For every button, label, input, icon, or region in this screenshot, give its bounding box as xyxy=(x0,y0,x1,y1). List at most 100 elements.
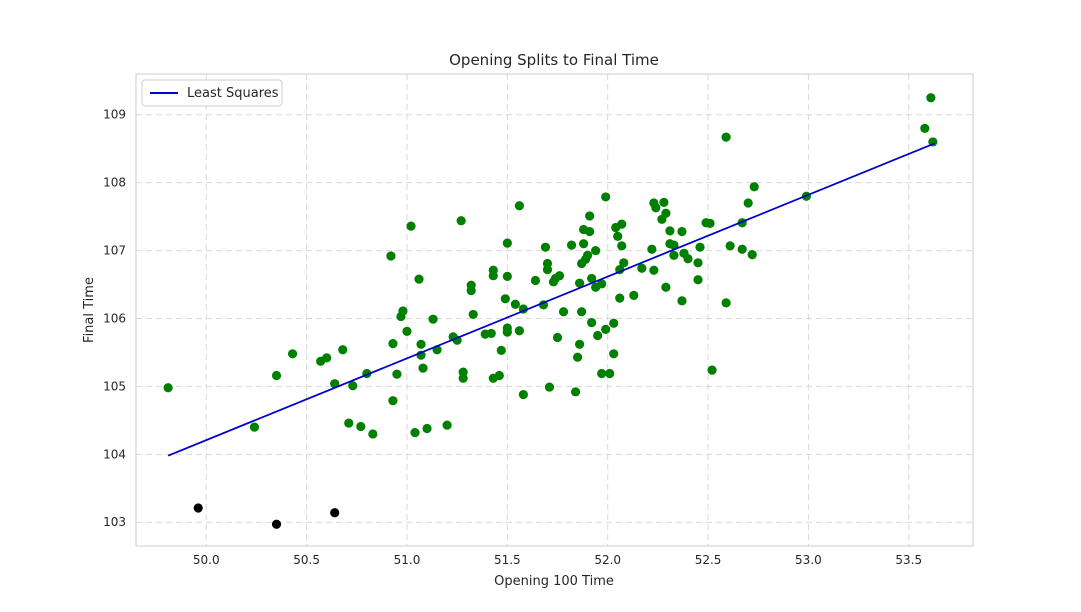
data-point xyxy=(574,278,585,288)
data-point xyxy=(410,427,420,438)
data-point xyxy=(651,203,661,213)
data-point xyxy=(743,198,753,208)
data-point xyxy=(605,368,615,379)
outlier-point xyxy=(271,519,282,529)
data-point xyxy=(456,216,466,226)
data-point xyxy=(494,370,504,381)
data-point xyxy=(544,382,555,392)
data-point xyxy=(669,250,679,260)
data-point xyxy=(572,352,583,362)
data-point xyxy=(725,241,735,251)
data-point xyxy=(502,238,512,248)
data-point xyxy=(510,299,520,309)
data-point xyxy=(609,349,619,359)
x-tick-label: 50.0 xyxy=(193,553,220,567)
data-point xyxy=(468,309,478,320)
data-point xyxy=(496,345,506,356)
data-point xyxy=(530,275,541,286)
data-point xyxy=(348,381,358,391)
data-point xyxy=(601,324,611,334)
data-point xyxy=(428,314,438,324)
data-point xyxy=(619,258,629,268)
data-point xyxy=(647,244,657,254)
x-tick-label: 52.5 xyxy=(695,553,722,567)
data-point xyxy=(458,373,468,383)
data-point xyxy=(585,211,595,221)
data-point xyxy=(683,254,693,264)
x-tick-label: 51.5 xyxy=(494,553,521,567)
data-point xyxy=(356,421,366,432)
data-point xyxy=(677,296,687,306)
data-point xyxy=(613,231,623,241)
data-point xyxy=(661,208,671,218)
data-point xyxy=(677,226,687,237)
data-point xyxy=(388,396,398,406)
legend-box xyxy=(141,79,283,107)
y-tick-label: 103 xyxy=(103,515,126,529)
data-point xyxy=(322,353,332,363)
data-point xyxy=(669,240,679,250)
data-point xyxy=(466,286,476,296)
data-point xyxy=(502,327,512,337)
data-point xyxy=(920,123,930,133)
data-point xyxy=(542,264,553,275)
x-axis-label: Opening 100 Time xyxy=(494,574,614,589)
data-point xyxy=(693,275,703,285)
data-points xyxy=(163,93,938,529)
data-point xyxy=(398,306,408,316)
data-point xyxy=(388,339,398,349)
data-point xyxy=(414,274,424,284)
data-point xyxy=(552,332,563,343)
x-tick-label: 53.0 xyxy=(795,553,822,567)
data-point xyxy=(558,307,569,317)
x-tick-label: 51.0 xyxy=(394,553,421,567)
data-point xyxy=(418,363,428,373)
data-point xyxy=(587,273,597,284)
data-point xyxy=(518,389,528,400)
data-point xyxy=(486,328,496,339)
data-point xyxy=(488,271,498,281)
data-point xyxy=(402,326,412,336)
x-tick-label: 50.5 xyxy=(293,553,320,567)
data-point xyxy=(747,250,757,260)
outlier-point xyxy=(193,503,203,513)
y-axis-ticks: 103 104 105 106 107 108 109 xyxy=(103,108,126,529)
data-point xyxy=(705,218,715,229)
data-point xyxy=(637,263,647,273)
x-tick-label: 53.5 xyxy=(895,553,922,567)
data-point xyxy=(585,226,595,237)
y-axis-label: Final Time xyxy=(82,277,97,343)
data-point xyxy=(629,290,639,300)
data-point xyxy=(707,365,717,375)
data-point xyxy=(514,201,524,211)
data-point xyxy=(617,241,627,251)
data-point xyxy=(502,271,512,281)
data-point xyxy=(737,244,747,254)
data-point xyxy=(570,387,581,397)
y-tick-label: 106 xyxy=(103,311,126,325)
data-point xyxy=(721,132,731,142)
data-point xyxy=(514,326,524,336)
data-point xyxy=(601,192,611,202)
data-point xyxy=(368,429,378,439)
data-point xyxy=(249,422,260,432)
data-point xyxy=(338,345,348,355)
data-point xyxy=(665,226,675,236)
data-point xyxy=(597,279,607,289)
data-point xyxy=(500,294,510,304)
data-point xyxy=(593,330,603,341)
data-point xyxy=(749,182,759,192)
data-point xyxy=(615,293,625,303)
data-point xyxy=(344,418,354,428)
y-tick-label: 105 xyxy=(103,379,126,393)
data-point xyxy=(587,317,597,328)
y-tick-label: 104 xyxy=(103,447,126,461)
least-squares-line xyxy=(167,142,936,457)
fit-line-group xyxy=(167,142,936,457)
data-point xyxy=(422,423,432,434)
data-point xyxy=(554,271,565,281)
plot-area-frame xyxy=(135,73,974,547)
data-point xyxy=(392,369,402,379)
data-point xyxy=(287,349,298,359)
